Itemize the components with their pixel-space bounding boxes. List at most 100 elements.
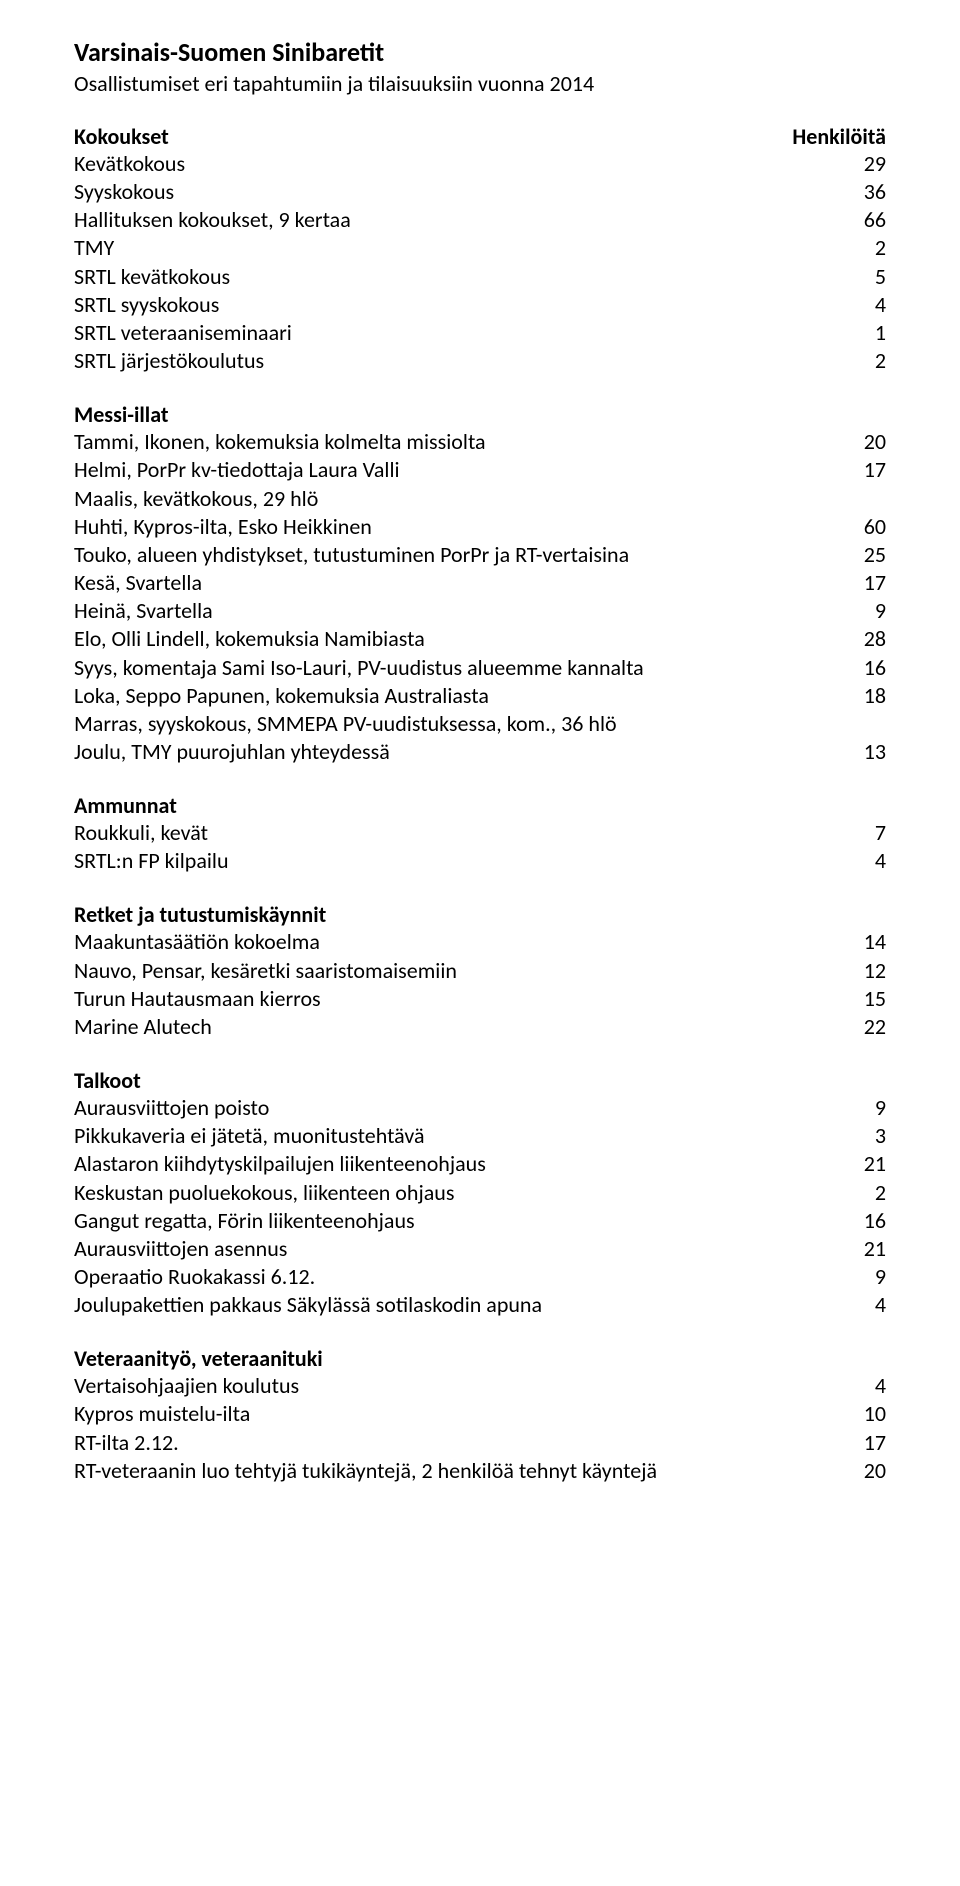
item-label: Vertaisohjaajien koulutus (74, 1372, 867, 1400)
item-label: Joulu, TMY puurojuhlan yhteydessä (74, 738, 856, 766)
item-label: Syys, komentaja Sami Iso-Lauri, PV-uudis… (74, 654, 856, 682)
item-label: Aurausviittojen asennus (74, 1235, 856, 1263)
item-value: 3 (867, 1122, 886, 1150)
list-item: Marine Alutech22 (74, 1013, 886, 1041)
item-label: Nauvo, Pensar, kesäretki saaristomaisemi… (74, 957, 856, 985)
item-value: 16 (856, 654, 886, 682)
item-value: 60 (856, 513, 886, 541)
column-header: Henkilöitä (792, 123, 886, 150)
item-value: 13 (856, 738, 886, 766)
item-value: 15 (856, 985, 886, 1013)
section-gap (74, 766, 886, 792)
section-gap (74, 1319, 886, 1345)
list-item: Turun Hautausmaan kierros15 (74, 985, 886, 1013)
item-value: 21 (856, 1235, 886, 1263)
item-value: 20 (856, 428, 886, 456)
item-label: Syyskokous (74, 178, 856, 206)
item-value: 9 (867, 1094, 886, 1122)
section-heading: Retket ja tutustumiskäynnit (74, 901, 886, 928)
item-label: Aurausviittojen poisto (74, 1094, 867, 1122)
section-heading: Talkoot (74, 1067, 886, 1094)
list-item: Tammi, Ikonen, kokemuksia kolmelta missi… (74, 428, 886, 456)
item-value: 20 (856, 1457, 886, 1485)
item-label: Maalis, kevätkokous, 29 hlö (74, 485, 878, 513)
list-item: Pikkukaveria ei jätetä, muonitustehtävä3 (74, 1122, 886, 1150)
item-label: Turun Hautausmaan kierros (74, 985, 856, 1013)
item-value: 14 (856, 928, 886, 956)
list-item: SRTL järjestökoulutus2 (74, 347, 886, 375)
item-label: SRTL kevätkokous (74, 263, 867, 291)
section-heading: Ammunnat (74, 792, 886, 819)
item-value: 12 (856, 957, 886, 985)
list-item: Maalis, kevätkokous, 29 hlö (74, 485, 886, 513)
item-value: 9 (867, 1263, 886, 1291)
item-label: Elo, Olli Lindell, kokemuksia Namibiasta (74, 625, 856, 653)
item-value: 10 (856, 1400, 886, 1428)
item-label: Keskustan puoluekokous, liikenteen ohjau… (74, 1179, 867, 1207)
list-item: Syyskokous36 (74, 178, 886, 206)
list-item: SRTL:n FP kilpailu4 (74, 847, 886, 875)
section-gap (74, 1041, 886, 1067)
list-item: Gangut regatta, Förin liikenteenohjaus16 (74, 1207, 886, 1235)
item-label: Roukkuli, kevät (74, 819, 867, 847)
item-label: Hallituksen kokoukset, 9 kertaa (74, 206, 856, 234)
item-label: Maakuntasäätiön kokoelma (74, 928, 856, 956)
list-item: Alastaron kiihdytyskilpailujen liikentee… (74, 1150, 886, 1178)
item-label: Tammi, Ikonen, kokemuksia kolmelta missi… (74, 428, 856, 456)
item-value (878, 485, 886, 513)
item-label: Alastaron kiihdytyskilpailujen liikentee… (74, 1150, 856, 1178)
item-value: 21 (856, 1150, 886, 1178)
list-item: TMY2 (74, 234, 886, 262)
list-item: Keskustan puoluekokous, liikenteen ohjau… (74, 1179, 886, 1207)
item-value (878, 710, 886, 738)
list-item: Aurausviittojen asennus21 (74, 1235, 886, 1263)
item-value: 2 (867, 1179, 886, 1207)
list-item: Loka, Seppo Papunen, kokemuksia Australi… (74, 682, 886, 710)
list-item: Kypros muistelu-ilta10 (74, 1400, 886, 1428)
item-value: 25 (856, 541, 886, 569)
item-label: Marine Alutech (74, 1013, 856, 1041)
list-item: Heinä, Svartella9 (74, 597, 886, 625)
section-gap (74, 875, 886, 901)
item-value: 1 (867, 319, 886, 347)
item-value: 29 (856, 150, 886, 178)
list-item: Helmi, PorPr kv-tiedottaja Laura Valli17 (74, 456, 886, 484)
sections-container: Kokoukset HenkilöitäKevätkokous29Syyskoko… (74, 123, 886, 1485)
list-item: Joulupakettien pakkaus Säkylässä sotilas… (74, 1291, 886, 1319)
item-value: 5 (867, 263, 886, 291)
item-value: 4 (867, 847, 886, 875)
list-item: Maakuntasäätiön kokoelma14 (74, 928, 886, 956)
list-item: Operaatio Ruokakassi 6.12.9 (74, 1263, 886, 1291)
item-label: SRTL:n FP kilpailu (74, 847, 867, 875)
list-item: Touko, alueen yhdistykset, tutustuminen … (74, 541, 886, 569)
section-heading: Kokoukset (74, 123, 169, 150)
item-value: 7 (867, 819, 886, 847)
list-item: Kevätkokous29 (74, 150, 886, 178)
document-title: Varsinais-Suomen Sinibaretit (74, 36, 886, 68)
item-label: Kypros muistelu-ilta (74, 1400, 856, 1428)
list-item: Roukkuli, kevät7 (74, 819, 886, 847)
list-item: Vertaisohjaajien koulutus4 (74, 1372, 886, 1400)
section-heading: Veteraanityö, veteraanituki (74, 1345, 886, 1372)
list-item: Aurausviittojen poisto9 (74, 1094, 886, 1122)
item-label: RT-ilta 2.12. (74, 1429, 856, 1457)
item-label: Heinä, Svartella (74, 597, 867, 625)
section-heading-row: Kokoukset Henkilöitä (74, 123, 886, 150)
list-item: RT-ilta 2.12.17 (74, 1429, 886, 1457)
list-item: Elo, Olli Lindell, kokemuksia Namibiasta… (74, 625, 886, 653)
item-value: 36 (856, 178, 886, 206)
item-value: 28 (856, 625, 886, 653)
list-item: Hallituksen kokoukset, 9 kertaa66 (74, 206, 886, 234)
item-label: Touko, alueen yhdistykset, tutustuminen … (74, 541, 856, 569)
item-label: SRTL syyskokous (74, 291, 867, 319)
item-value: 66 (856, 206, 886, 234)
item-value: 18 (856, 682, 886, 710)
item-value: 22 (856, 1013, 886, 1041)
list-item: Kesä, Svartella17 (74, 569, 886, 597)
item-label: Huhti, Kypros-ilta, Esko Heikkinen (74, 513, 856, 541)
item-label: Operaatio Ruokakassi 6.12. (74, 1263, 867, 1291)
item-value: 17 (856, 1429, 886, 1457)
list-item: Syys, komentaja Sami Iso-Lauri, PV-uudis… (74, 654, 886, 682)
list-item: SRTL syyskokous4 (74, 291, 886, 319)
list-item: Huhti, Kypros-ilta, Esko Heikkinen60 (74, 513, 886, 541)
